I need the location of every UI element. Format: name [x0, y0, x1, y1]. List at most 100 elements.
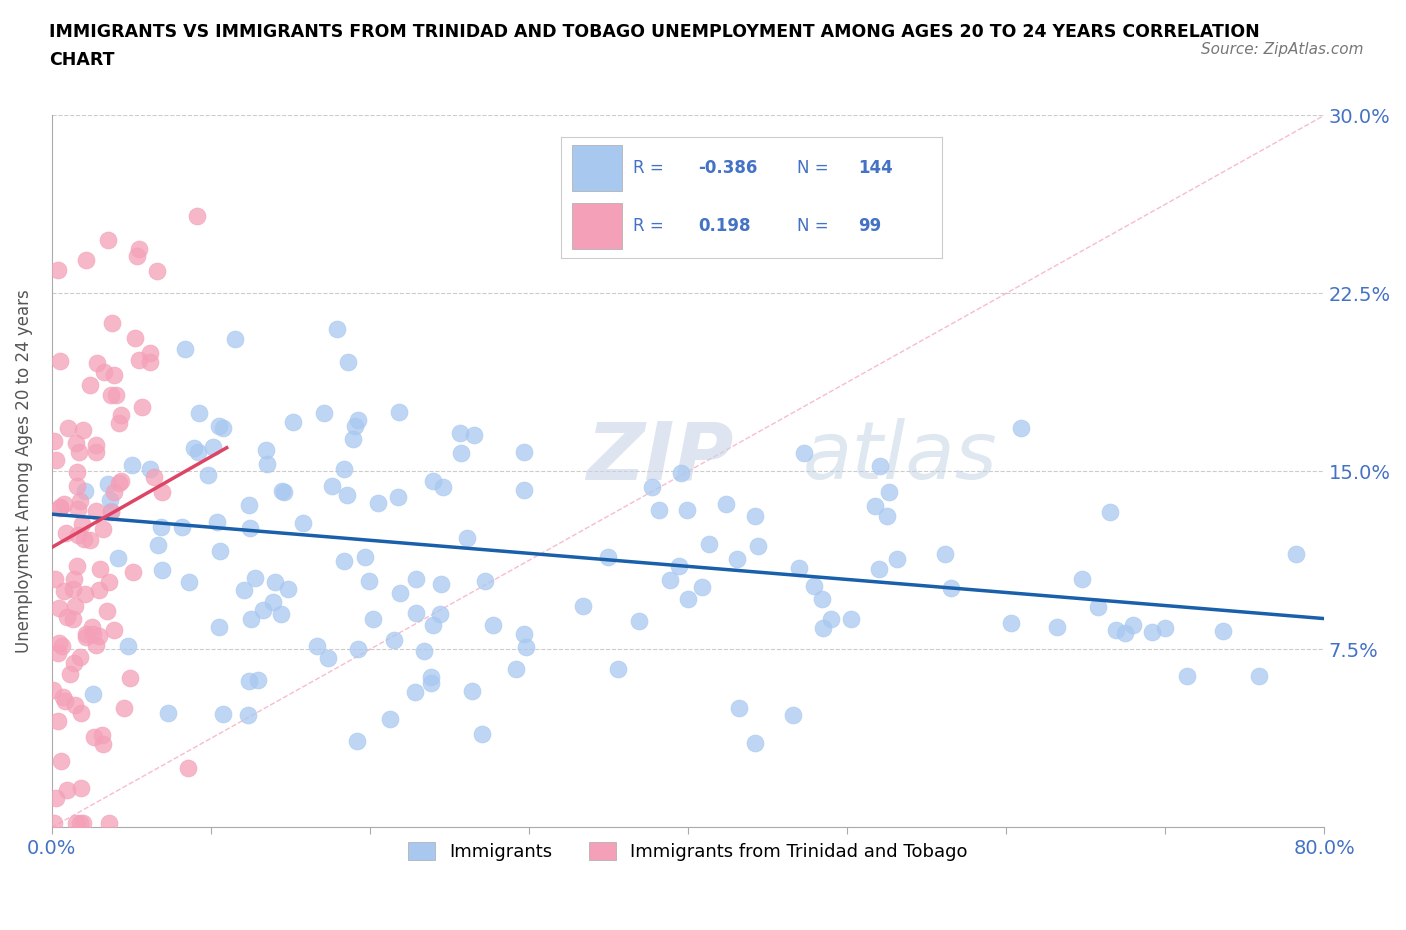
- Point: [641, 479, 664, 494]
- Point: [744, 736, 766, 751]
- Point: [128, 352, 150, 367]
- Point: [876, 509, 898, 524]
- Point: [456, 530, 478, 545]
- Point: [75, 587, 97, 602]
- Point: [405, 571, 427, 586]
- Y-axis label: Unemployment Among Ages 20 to 24 years: Unemployment Among Ages 20 to 24 years: [15, 289, 32, 654]
- Point: [515, 639, 537, 654]
- Point: [1153, 621, 1175, 636]
- Point: [343, 418, 366, 433]
- Point: [103, 367, 125, 382]
- Point: [69, 445, 91, 459]
- Point: [52, 497, 75, 512]
- Point: [69, 816, 91, 830]
- Point: [281, 414, 304, 429]
- Point: [337, 354, 360, 369]
- Point: [238, 674, 260, 689]
- Point: [361, 611, 384, 626]
- Point: [86, 437, 108, 452]
- Point: [262, 595, 284, 610]
- Point: [110, 407, 132, 422]
- Point: [1140, 625, 1163, 640]
- Point: [513, 627, 536, 642]
- Point: [44, 571, 66, 586]
- Point: [73, 484, 96, 498]
- Point: [56, 610, 79, 625]
- Point: [863, 498, 886, 513]
- Point: [782, 708, 804, 723]
- Point: [232, 583, 254, 598]
- Point: [598, 550, 620, 565]
- Point: [187, 445, 209, 459]
- Point: [420, 670, 443, 684]
- Point: [104, 388, 127, 403]
- Point: [321, 478, 343, 493]
- Point: [51, 639, 73, 654]
- Point: [93, 737, 115, 751]
- Point: [44, 434, 66, 449]
- Point: [120, 671, 142, 685]
- Point: [430, 577, 453, 591]
- Point: [292, 515, 315, 530]
- Point: [353, 550, 375, 565]
- Point: [367, 495, 389, 510]
- Point: [62, 612, 84, 627]
- Point: [145, 263, 167, 278]
- Point: [224, 332, 246, 347]
- Point: [868, 562, 890, 577]
- Point: [676, 591, 699, 606]
- Point: [793, 445, 815, 460]
- Point: [1070, 571, 1092, 586]
- Point: [725, 551, 748, 566]
- Point: [59, 666, 82, 681]
- Point: [112, 701, 135, 716]
- Point: [66, 465, 89, 480]
- Point: [357, 573, 380, 588]
- Point: [1000, 616, 1022, 631]
- Point: [422, 618, 444, 633]
- Point: [886, 551, 908, 566]
- Point: [1285, 547, 1308, 562]
- Point: [404, 684, 426, 699]
- Point: [124, 330, 146, 345]
- Point: [347, 413, 370, 428]
- Point: [107, 551, 129, 565]
- Point: [238, 498, 260, 512]
- Point: [312, 405, 335, 420]
- Point: [1104, 622, 1126, 637]
- Point: [52, 583, 75, 598]
- Point: [264, 574, 287, 589]
- Point: [183, 441, 205, 456]
- Point: [463, 427, 485, 442]
- Point: [256, 457, 278, 472]
- Point: [66, 527, 89, 542]
- Point: [697, 536, 720, 551]
- Point: [49, 500, 72, 515]
- Point: [82, 686, 104, 701]
- Point: [44, 815, 66, 830]
- Point: [934, 547, 956, 562]
- Point: [197, 468, 219, 483]
- Point: [48, 635, 70, 650]
- Point: [131, 400, 153, 415]
- Point: [877, 485, 900, 500]
- Point: [83, 730, 105, 745]
- Point: [56, 420, 79, 435]
- Point: [419, 676, 441, 691]
- Point: [53, 694, 76, 709]
- Point: [505, 661, 527, 676]
- Point: [49, 753, 72, 768]
- Point: [69, 493, 91, 508]
- Point: [186, 209, 208, 224]
- Point: [474, 573, 496, 588]
- Point: [138, 461, 160, 476]
- Point: [728, 700, 751, 715]
- Point: [49, 501, 72, 516]
- Point: [173, 341, 195, 356]
- Point: [156, 706, 179, 721]
- Point: [139, 346, 162, 361]
- Text: ZIP: ZIP: [586, 418, 734, 497]
- Point: [121, 458, 143, 472]
- Point: [125, 248, 148, 263]
- Point: [91, 727, 114, 742]
